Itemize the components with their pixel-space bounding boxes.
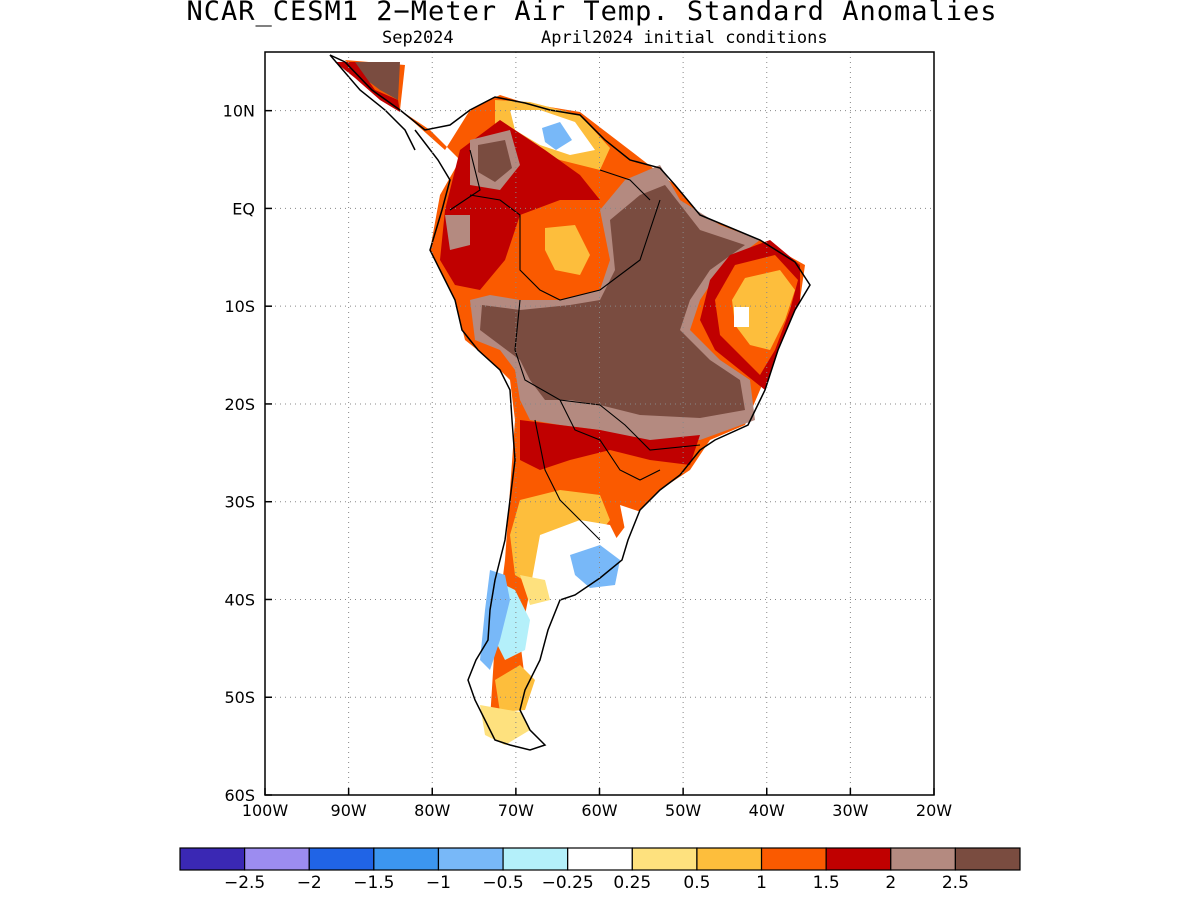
- lat-tick-label: 60S: [224, 786, 255, 805]
- colorbar-swatch: [825, 847, 892, 871]
- colorbar-swatch: [502, 847, 569, 871]
- lat-tick-label: 30S: [224, 493, 255, 512]
- lat-tick-label: 10N: [223, 102, 255, 121]
- colorbar-label: −2.5: [224, 873, 265, 893]
- colorbar-swatch: [890, 847, 956, 871]
- axis-ticks: 100W 90W 80W 70W 60W 50W 40W 30W 20W 10N EQ 10S 20S 3…: [223, 102, 953, 820]
- colorbar-swatch: [567, 847, 633, 871]
- anomaly-region-yellow: [545, 225, 590, 275]
- anomaly-region-yellow: [732, 270, 795, 350]
- lat-tick-label: 10S: [224, 297, 255, 316]
- lat-tick-label: 40S: [224, 590, 255, 609]
- coastline-central-america: [329, 54, 416, 151]
- colorbar-swatch: [954, 847, 1021, 871]
- anomaly-region-red: [335, 62, 400, 112]
- anomaly-region-white: [734, 307, 749, 327]
- lon-tick-label: 90W: [331, 801, 367, 820]
- colorbar-swatch: [631, 847, 698, 871]
- anomaly-region-yellow: [520, 575, 550, 605]
- anomaly-region-white: [620, 505, 660, 550]
- colorbar-label: −1: [426, 873, 451, 893]
- anomaly-region-blue: [480, 570, 510, 670]
- lon-tick-label: 40W: [749, 801, 785, 820]
- lat-tick-label: 20S: [224, 395, 255, 414]
- anomaly-region-brown: [355, 62, 400, 100]
- anomaly-region-yellow: [495, 665, 535, 712]
- colorbar-swatch: [373, 847, 440, 871]
- lon-tick-label: 80W: [414, 801, 450, 820]
- lon-tick-label: 30W: [832, 801, 868, 820]
- coastlines: [329, 54, 811, 751]
- anomaly-region-brown: [478, 140, 512, 182]
- lon-tick-label: 60W: [581, 801, 617, 820]
- colorbar-swatch: [244, 847, 310, 871]
- anomaly-region-red: [520, 420, 700, 470]
- lon-tick-label: 70W: [498, 801, 534, 820]
- anomaly-region-brown: [480, 185, 745, 418]
- colorbar-label: 0.5: [683, 873, 710, 893]
- colorbar-label: −1.5: [353, 873, 394, 893]
- anomaly-region-tan: [445, 215, 470, 250]
- lat-tick-label: 50S: [224, 688, 255, 707]
- colorbar-label: 2.5: [942, 873, 969, 893]
- colorbar-label: 1: [756, 873, 767, 893]
- lon-tick-label: 100W: [242, 801, 289, 820]
- anomaly-field: [335, 60, 805, 745]
- anomaly-region-blue: [570, 545, 620, 588]
- colorbar-label: 0.25: [613, 873, 651, 893]
- forecast-month: Sep2024: [382, 28, 454, 48]
- coastline-south-america: [329, 54, 811, 751]
- colorbar-swatch: [308, 847, 375, 871]
- colorbar-swatch: [696, 847, 763, 871]
- lat-tick-label: EQ: [232, 199, 255, 218]
- lon-tick-label: 20W: [916, 801, 952, 820]
- colorbar-swatch: [760, 847, 827, 871]
- colorbar-label: −0.5: [482, 873, 523, 893]
- colorbar-label: −2: [297, 873, 322, 893]
- colorbar-swatch: [179, 847, 246, 871]
- initial-conditions: April2024 initial conditions: [541, 28, 828, 48]
- lon-tick-label: 50W: [665, 801, 701, 820]
- country-borders: [449, 149, 701, 541]
- colorbar-label: 2: [885, 873, 896, 893]
- map-title: NCAR_CESM1 2−Meter Air Temp. Standard An…: [186, 0, 998, 27]
- colorbar-swatch: [437, 847, 504, 871]
- colorbar-label: −0.25: [542, 873, 594, 893]
- colorbar: −2.5 −2 −1.5 −1 −0.5 −0.25 0.25 0.5 1 1.5 2 2.5: [179, 847, 1021, 893]
- colorbar-label: 1.5: [813, 873, 840, 893]
- anomaly-region-blue: [542, 122, 572, 150]
